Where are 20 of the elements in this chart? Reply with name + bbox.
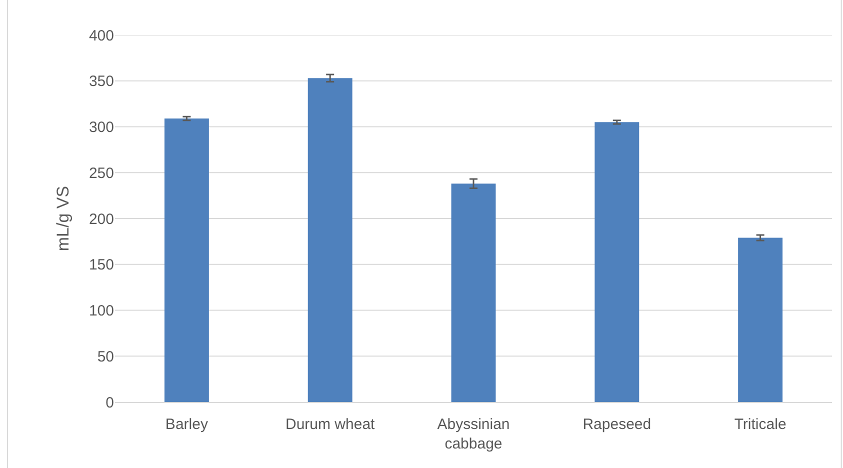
y-tick-label: 0: [106, 394, 114, 412]
bar: [594, 122, 640, 402]
y-tick-label: 400: [88, 27, 114, 44]
y-axis-title: mL/g VS: [54, 186, 73, 252]
bar: [738, 238, 783, 402]
y-tick-label: 50: [97, 348, 114, 366]
bar: [451, 184, 496, 402]
bar: [308, 78, 352, 402]
y-tick-label: 150: [88, 256, 114, 274]
x-tick-label: Barley: [165, 416, 208, 433]
x-tick-label: Rapeseed: [582, 416, 652, 433]
x-tick-label: Triticale: [734, 416, 786, 433]
x-tick-label: Abyssinian cabbage: [437, 416, 510, 452]
x-tick-label: Durum wheat: [286, 416, 376, 433]
y-tick-label: 300: [88, 119, 114, 136]
y-tick-label: 200: [88, 210, 114, 228]
y-tick-label: 350: [88, 73, 114, 90]
bar: [164, 118, 209, 402]
y-tick-label: 250: [88, 164, 114, 182]
y-tick-label: 100: [88, 302, 114, 320]
